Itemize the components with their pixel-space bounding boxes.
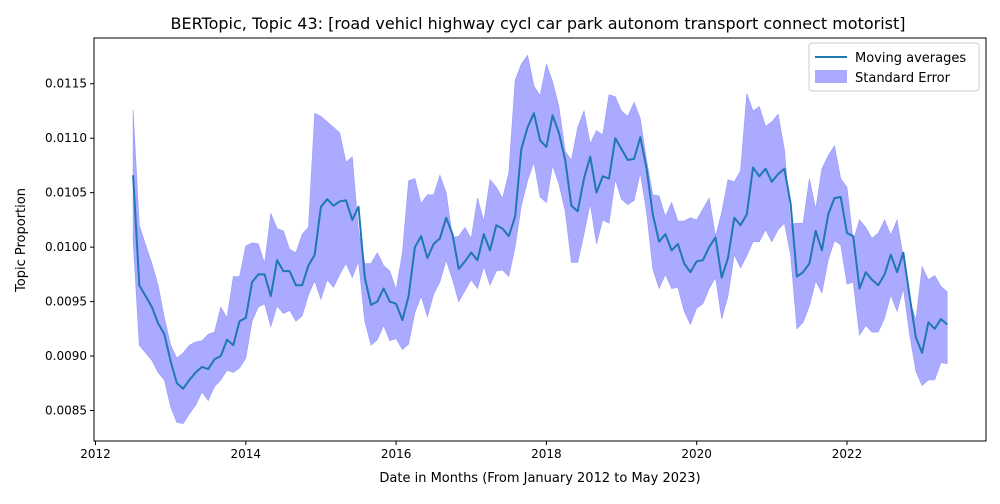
standard-error-band <box>132 54 948 424</box>
moving-average-line <box>132 112 948 390</box>
legend: Moving averages Standard Error <box>808 42 980 92</box>
legend-label-moving-averages: Moving averages <box>855 51 966 66</box>
legend-box <box>808 42 980 92</box>
y-tick-label: 0.0090 <box>45 349 87 363</box>
y-tick-label: 0.0085 <box>45 404 87 418</box>
x-axis-ticks: 2012 2014 2016 2018 2020 2022 <box>80 441 862 461</box>
y-tick-label: 0.0105 <box>45 186 87 200</box>
y-tick-label: 0.0115 <box>45 77 87 91</box>
x-tick-label: 2016 <box>381 447 412 461</box>
y-tick-label: 0.0095 <box>45 295 87 309</box>
x-tick-label: 2020 <box>681 447 712 461</box>
y-axis-ticks: 0.0085 0.0090 0.0095 0.0100 0.0105 0.0110 0.01… <box>45 77 94 418</box>
legend-band-swatch <box>815 70 847 83</box>
x-axis-label: Date in Months (From January 2012 to May… <box>379 471 700 486</box>
x-tick-label: 2014 <box>231 447 262 461</box>
x-tick-label: 2012 <box>80 447 111 461</box>
legend-label-standard-error: Standard Error <box>855 71 951 86</box>
y-tick-label: 0.0110 <box>45 131 87 145</box>
y-tick-label: 0.0100 <box>45 240 87 254</box>
chart-title: BERTopic, Topic 43: [road vehicl highway… <box>170 14 905 33</box>
x-tick-label: 2018 <box>531 447 562 461</box>
axes-frame <box>93 37 987 442</box>
y-axis-label: Topic Proportion <box>14 188 29 293</box>
plot-area <box>132 54 948 424</box>
x-tick-label: 2022 <box>832 447 863 461</box>
